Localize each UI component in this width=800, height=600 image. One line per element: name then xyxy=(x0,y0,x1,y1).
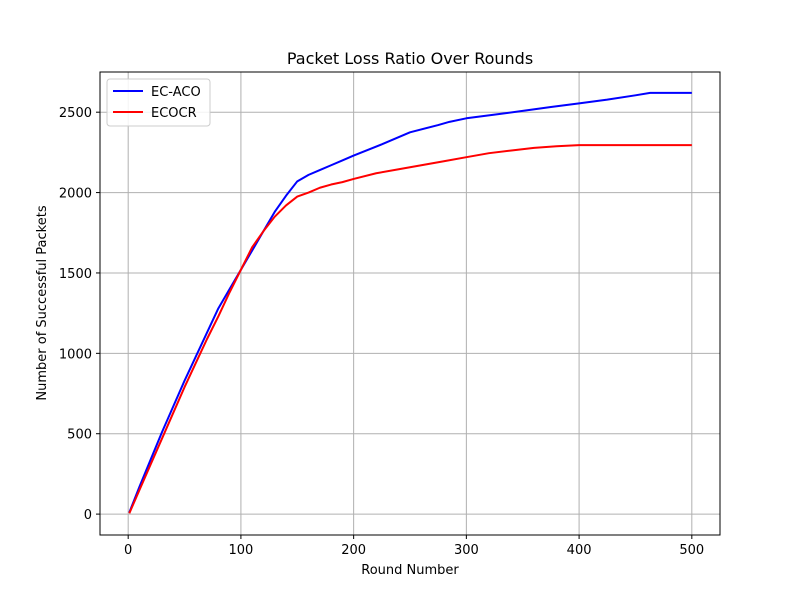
x-tick-label: 400 xyxy=(567,543,592,558)
x-tick-label: 0 xyxy=(124,543,132,558)
y-tick-label: 1500 xyxy=(59,267,92,282)
y-tick-label: 2000 xyxy=(59,187,92,202)
series-line-ec-aco xyxy=(128,91,692,513)
legend-label-ec-aco: EC-ACO xyxy=(151,85,201,100)
y-tick-label: 500 xyxy=(67,428,92,443)
plot-frame xyxy=(99,71,721,536)
x-tick-label: 300 xyxy=(454,543,479,558)
series-line-ecocr xyxy=(128,144,692,514)
x-axis-label: Round Number xyxy=(361,563,459,578)
y-tick-label: 0 xyxy=(84,508,92,523)
x-tick-label: 500 xyxy=(679,543,704,558)
y-tick-label: 2500 xyxy=(59,106,92,121)
legend: EC-ACO ECOCR xyxy=(106,78,211,127)
series-lines xyxy=(128,91,692,514)
y-axis-label: Number of Successful Packets xyxy=(35,205,50,400)
x-tick-label: 200 xyxy=(341,543,366,558)
axis-ticks: 0 100 200 300 400 500 0 500 1000 1500 2000 2500 xyxy=(59,106,704,558)
y-tick-label: 1000 xyxy=(59,347,92,362)
gridlines xyxy=(100,72,720,535)
chart-title: Packet Loss Ratio Over Rounds xyxy=(287,49,533,68)
x-tick-label: 100 xyxy=(228,543,253,558)
legend-label-ecocr: ECOCR xyxy=(151,106,197,121)
